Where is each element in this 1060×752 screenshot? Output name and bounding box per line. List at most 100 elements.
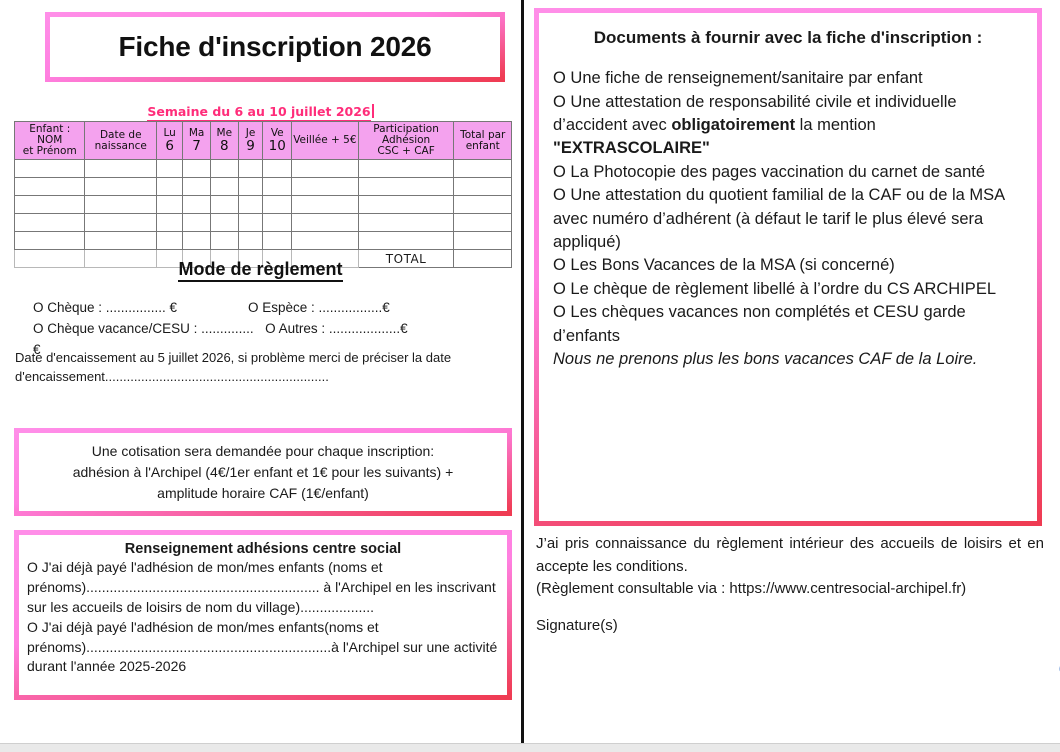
documents-box: Documents à fournir avec la fiche d'insc…: [534, 8, 1042, 526]
adhesion-option-1[interactable]: O J'ai déjà payé l'adhésion de mon/mes e…: [27, 559, 496, 615]
document-item[interactable]: O Les Bons Vacances de la MSA (si concer…: [553, 256, 895, 275]
document-item[interactable]: O Une attestation de responsabilité civi…: [553, 91, 1023, 161]
cell-me[interactable]: [209, 231, 239, 251]
week-heading-text: Semaine du 6 au 10 juillet 2026: [147, 104, 371, 121]
cotisation-line-3: amplitude horaire CAF (1€/enfant): [157, 484, 369, 501]
cell-veillee[interactable]: [291, 195, 359, 215]
cell-ve[interactable]: [262, 231, 293, 251]
cell-ve[interactable]: [262, 159, 293, 179]
print-footer-note: Imprimé par nos soins, ne pas jeter sur …: [1048, 700, 1060, 712]
cell-veillee[interactable]: [291, 177, 359, 197]
document-note-italic-text: Nous ne prenons plus les bons vacances C…: [553, 350, 978, 369]
cell-total[interactable]: [453, 213, 512, 233]
cell-child-name[interactable]: [13, 213, 86, 233]
document-item[interactable]: O Une attestation du quotient familial d…: [553, 186, 1005, 252]
day-number-8: 8: [220, 137, 229, 154]
cell-lu[interactable]: [156, 177, 184, 197]
cell-ma[interactable]: [182, 177, 211, 197]
cell-child-name[interactable]: [13, 159, 86, 179]
cell-me[interactable]: [209, 177, 239, 197]
col-header-tuesday: Ma 7: [182, 120, 211, 161]
cell-lu[interactable]: [156, 231, 184, 251]
reglement-url-line[interactable]: (Règlement consultable via : https://www…: [536, 580, 967, 597]
cell-total[interactable]: [453, 177, 512, 197]
cell-birthdate[interactable]: [84, 159, 158, 179]
option-cheque-vacance-cesu[interactable]: O Chèque vacance/CESU : ..............€: [33, 320, 254, 357]
cell-me[interactable]: [209, 195, 239, 215]
table-head: Enfant : NOM et Prénom Date de naissance…: [13, 120, 512, 161]
option-cheque[interactable]: O Chèque : ................ €: [33, 300, 178, 315]
table-row[interactable]: [13, 213, 512, 233]
table-row[interactable]: [13, 159, 512, 179]
cotisation-line-1: Une cotisation sera demandée pour chaque…: [91, 442, 435, 459]
cell-lu[interactable]: [156, 159, 184, 179]
col-header-participation-l2: CSC + CAF: [377, 145, 435, 158]
cell-child-name[interactable]: [13, 177, 86, 197]
cell-lu[interactable]: [156, 213, 184, 233]
cell-ve[interactable]: [262, 213, 293, 233]
payment-section-title-text: Mode de règlement: [178, 259, 343, 282]
cell-participation[interactable]: [357, 159, 455, 179]
cell-participation[interactable]: [357, 231, 455, 251]
week-heading: Semaine du 6 au 10 juillet 2026: [0, 104, 521, 121]
col-header-child-name-l2: et Prénom: [22, 145, 77, 158]
table-row[interactable]: [13, 177, 512, 197]
cell-je[interactable]: [237, 213, 264, 233]
cell-ma[interactable]: [182, 195, 211, 215]
adhesion-option-2[interactable]: O J'ai déjà payé l'adhésion de mon/mes e…: [27, 618, 498, 675]
cell-me[interactable]: [209, 159, 239, 179]
cell-total[interactable]: [453, 159, 512, 179]
cell-child-name[interactable]: [13, 195, 86, 215]
cell-ma[interactable]: [182, 213, 211, 233]
cell-je[interactable]: [237, 195, 264, 215]
cell-ma[interactable]: [182, 231, 211, 251]
cell-birthdate[interactable]: [84, 195, 158, 215]
document-item[interactable]: O Une fiche de renseignement/sanitaire p…: [553, 69, 923, 88]
cell-ve[interactable]: [262, 177, 293, 197]
cell-veillee[interactable]: [291, 231, 359, 251]
cotisation-line-2: adhésion à l'Archipel (4€/1er enfant et …: [72, 463, 454, 480]
document-item-text-before: O Une attestation de responsabilité civi…: [553, 92, 957, 134]
cell-je[interactable]: [237, 177, 264, 197]
payment-row-2: O Chèque vacance/CESU : ..............€ …: [33, 319, 503, 361]
day-number-9: 9: [246, 137, 255, 154]
col-header-total-per-child: Total par enfant: [453, 120, 512, 161]
cell-veillee[interactable]: [291, 213, 359, 233]
cell-participation[interactable]: [357, 213, 455, 233]
cell-participation[interactable]: [357, 195, 455, 215]
payment-row-1: O Chèque : ................ € O Espèce :…: [33, 298, 503, 319]
table-row[interactable]: [13, 195, 512, 215]
day-label-lu: Lu: [163, 126, 176, 139]
cell-total[interactable]: [453, 231, 512, 251]
cell-total[interactable]: [453, 195, 512, 215]
adhesion-title: Renseignement adhésions centre social: [124, 541, 402, 557]
archipel-wordmark: archipel: [1058, 644, 1060, 681]
table-row[interactable]: [13, 231, 512, 251]
adhesion-box: Renseignement adhésions centre social O …: [14, 530, 512, 700]
option-autres[interactable]: O Autres : ...................€: [265, 320, 408, 336]
cell-grand-total[interactable]: [453, 249, 512, 269]
document-item[interactable]: O Les chèques vacances non complétés et …: [553, 303, 966, 345]
cell-birthdate[interactable]: [84, 231, 158, 251]
document-item[interactable]: O Le chèque de règlement libellé à l’ord…: [553, 279, 996, 298]
option-espece[interactable]: O Espèce : .................€: [248, 300, 390, 315]
day-label-me: Me: [216, 126, 233, 139]
day-number-6: 6: [165, 137, 174, 154]
cell-birthdate[interactable]: [84, 213, 158, 233]
cell-je[interactable]: [237, 159, 264, 179]
cell-lu[interactable]: [156, 195, 184, 215]
cell-ma[interactable]: [182, 159, 211, 179]
col-header-participation: Participation Adhésion CSC + CAF: [357, 120, 455, 161]
cell-me[interactable]: [209, 213, 239, 233]
cell-blank: [156, 249, 184, 269]
cell-blank: [237, 249, 264, 269]
cell-birthdate[interactable]: [84, 177, 158, 197]
cell-je[interactable]: [237, 231, 264, 251]
document-item[interactable]: O La Photocopie des pages vaccination du…: [553, 162, 986, 181]
cell-child-name[interactable]: [13, 231, 86, 251]
cell-ve[interactable]: [262, 195, 293, 215]
cell-veillee[interactable]: [291, 159, 359, 179]
col-header-total-l1: Total par: [460, 128, 506, 141]
day-label-ma: Ma: [188, 126, 205, 139]
cell-participation[interactable]: [357, 177, 455, 197]
